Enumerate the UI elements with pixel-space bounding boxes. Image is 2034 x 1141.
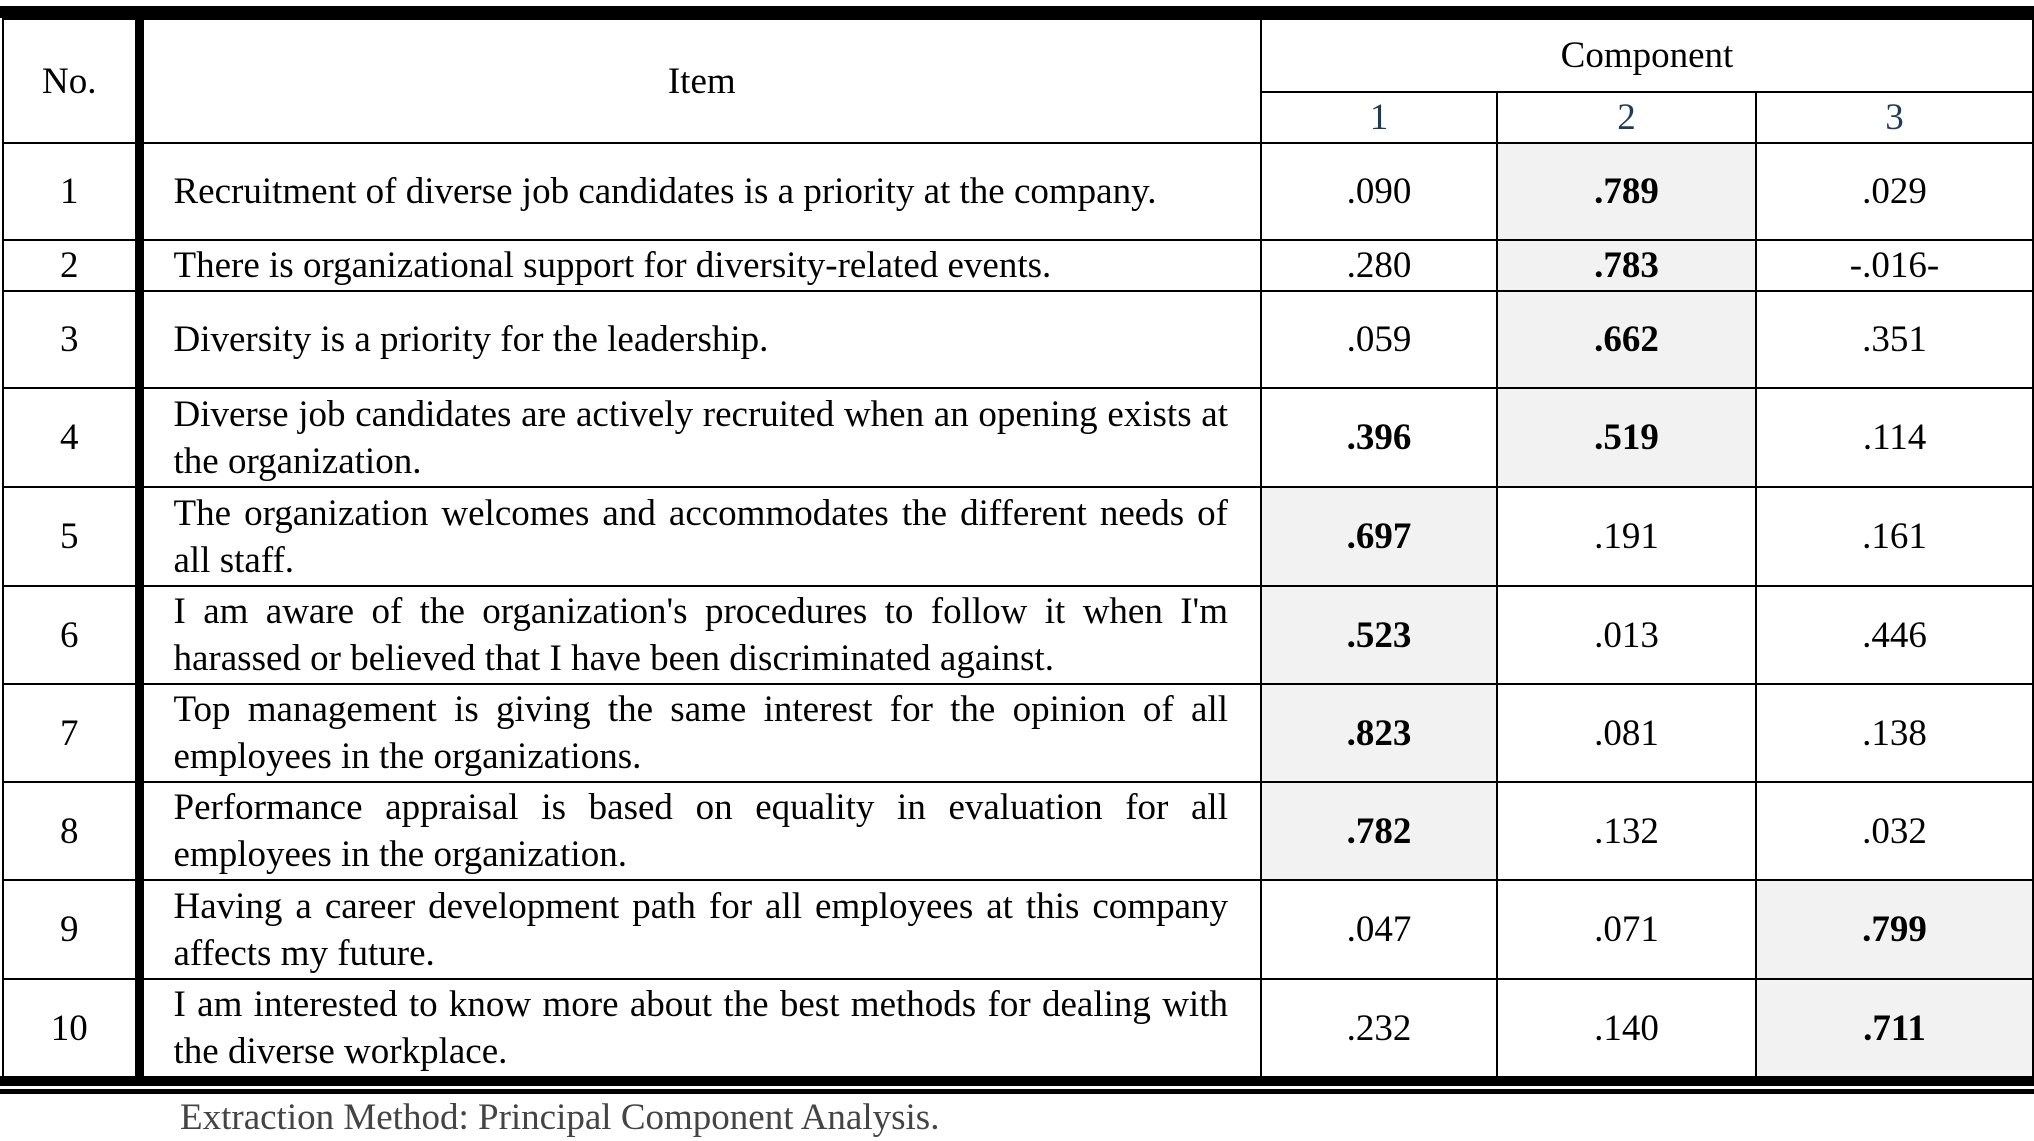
loading-component-3: -.016- (1754, 239, 2034, 292)
component-matrix-table: No. Item Component 1 2 3 1 Recruitment of… (2, 18, 2034, 1078)
loading-component-1: .047 (1260, 879, 1498, 980)
table-row: 10 I am interested to know more about th… (2, 978, 2034, 1078)
loading-component-1: .823 (1260, 683, 1498, 783)
loading-component-3: .799 (1754, 879, 2034, 980)
item-text: Performance appraisal is based on equali… (134, 781, 1262, 881)
loading-component-3: .032 (1754, 781, 2034, 881)
row-number: 7 (2, 683, 142, 783)
loading-component-3: .029 (1754, 142, 2034, 241)
header-component-2: 2 (1496, 91, 1757, 144)
loading-component-1: .232 (1260, 978, 1498, 1078)
table-row: 8 Performance appraisal is based on equal… (2, 781, 2034, 881)
loading-component-2: .783 (1496, 239, 1757, 292)
item-text: Top management is giving the same intere… (134, 683, 1262, 783)
row-number: 5 (2, 486, 142, 587)
row-number: 6 (2, 585, 142, 685)
item-text: There is organizational support for dive… (134, 239, 1262, 292)
loading-component-1: .782 (1260, 781, 1498, 881)
row-number: 3 (2, 290, 142, 389)
header-component-1: 1 (1260, 91, 1498, 144)
loading-component-2: .132 (1496, 781, 1757, 881)
row-number: 2 (2, 239, 142, 292)
loading-component-3: .446 (1754, 585, 2034, 685)
table-row: 9 Having a career development path for al… (2, 879, 2034, 980)
loading-component-1: .523 (1260, 585, 1498, 685)
loading-component-2: .519 (1496, 387, 1757, 488)
loading-component-3: .114 (1754, 387, 2034, 488)
table-row: 2 There is organizational support for div… (2, 239, 2034, 292)
loading-component-3: .351 (1754, 290, 2034, 389)
table-row: 1 Recruitment of diverse job candidates i… (2, 142, 2034, 241)
row-number: 10 (2, 978, 142, 1078)
loading-component-3: .138 (1754, 683, 2034, 783)
row-number: 1 (2, 142, 142, 241)
item-text: The organization welcomes and accommodat… (134, 486, 1262, 587)
header-item: Item (134, 18, 1262, 144)
loading-component-2: .140 (1496, 978, 1757, 1078)
loading-component-1: .059 (1260, 290, 1498, 389)
top-border (0, 6, 2034, 18)
loading-component-2: .789 (1496, 142, 1757, 241)
row-number: 9 (2, 879, 142, 980)
loading-component-3: .161 (1754, 486, 2034, 587)
item-text: Recruitment of diverse job candidates is… (134, 142, 1262, 241)
item-text: Diversity is a priority for the leadersh… (134, 290, 1262, 389)
loading-component-1: .090 (1260, 142, 1498, 241)
loading-component-2: .191 (1496, 486, 1757, 587)
loading-component-1: .396 (1260, 387, 1498, 488)
bottom-border-thin (0, 1089, 2034, 1094)
table-row: 3 Diversity is a priority for the leaders… (2, 290, 2034, 389)
loading-component-1: .280 (1260, 239, 1498, 292)
loading-component-2: .662 (1496, 290, 1757, 389)
row-number: 4 (2, 387, 142, 488)
loading-component-1: .697 (1260, 486, 1498, 587)
item-text: I am aware of the organization's procedu… (134, 585, 1262, 685)
bottom-border (0, 1076, 2034, 1086)
loading-component-2: .013 (1496, 585, 1757, 685)
item-text: Having a career development path for all… (134, 879, 1262, 980)
header-component-3: 3 (1754, 91, 2034, 144)
table-row: 4 Diverse job candidates are actively rec… (2, 387, 2034, 488)
table-row: 5 The organization welcomes and accommoda… (2, 486, 2034, 587)
header-no: No. (2, 18, 142, 144)
loading-component-2: .081 (1496, 683, 1757, 783)
loading-component-2: .071 (1496, 879, 1757, 980)
row-number: 8 (2, 781, 142, 881)
header-component: Component (1259, 18, 2034, 93)
item-text: Diverse job candidates are actively recr… (134, 387, 1262, 488)
footnote: Extraction Method: Principal Component A… (180, 1097, 940, 1138)
loading-component-3: .711 (1754, 978, 2034, 1078)
table-row: 7 Top management is giving the same inter… (2, 683, 2034, 783)
item-text: I am interested to know more about the b… (134, 978, 1262, 1078)
